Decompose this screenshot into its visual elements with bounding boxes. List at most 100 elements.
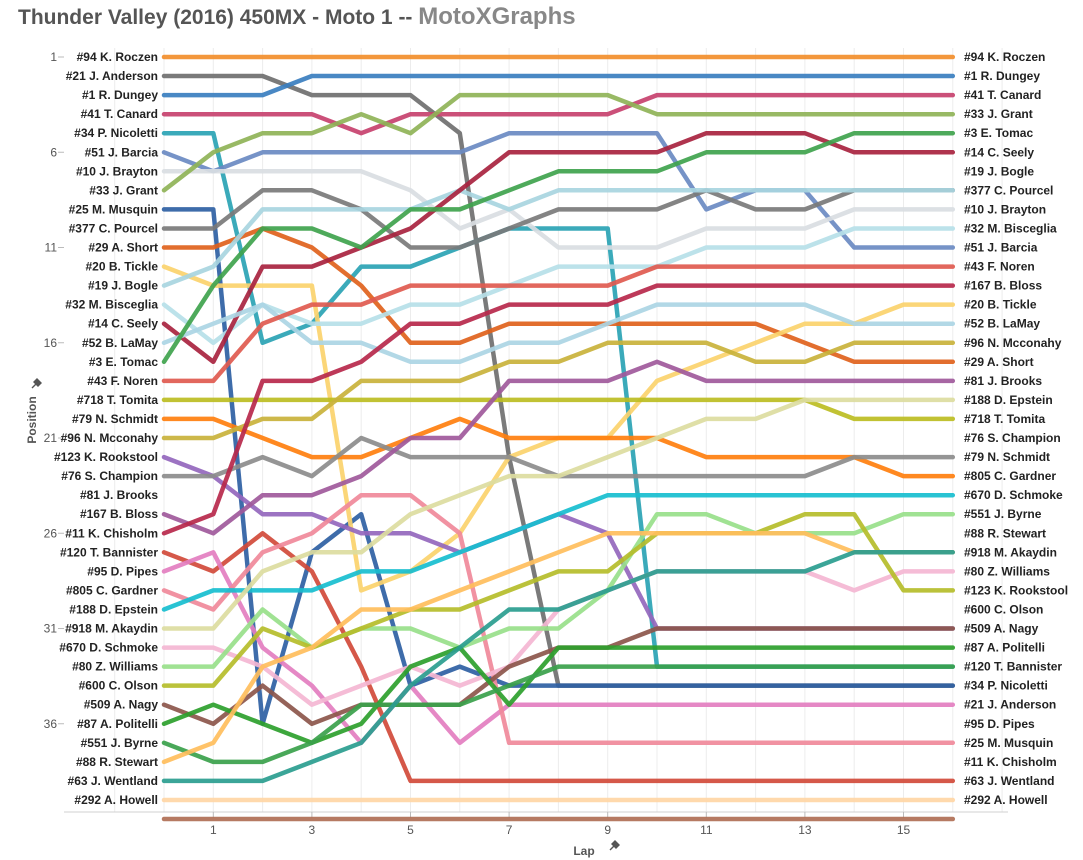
finish-label-3-e-tomac: #3 E. Tomac: [964, 126, 1033, 140]
line-718-t-tomita: [161, 397, 956, 422]
x-tick-label: 13: [798, 823, 812, 837]
line-41-t-canard: [161, 92, 956, 136]
x-tick-label: 9: [604, 823, 611, 837]
start-label-551-j-byrne: #551 J. Byrne: [81, 736, 159, 750]
finish-label-41-t-canard: #41 T. Canard: [964, 88, 1041, 102]
start-label-88-r-stewart: #88 R. Stewart: [76, 755, 158, 769]
start-label-96-n-mcconahy: #96 N. Mcconahy: [61, 431, 159, 445]
line-19-j-bogle: [161, 188, 956, 288]
start-label-19-j-bogle: #19 J. Bogle: [88, 279, 158, 293]
line-120-t-bannister: [161, 550, 956, 746]
finish-label-96-n-mcconahy: #96 N. Mcconahy: [964, 336, 1062, 350]
line-88-r-stewart: [161, 550, 956, 784]
line-33-j-grant: [161, 92, 956, 193]
start-label-188-d-epstein: #188 D. Epstein: [69, 602, 158, 616]
finish-label-43-f-noren: #43 F. Noren: [964, 260, 1035, 274]
x-pin-icon: [609, 840, 620, 851]
start-label-1-r-dungey: #1 R. Dungey: [82, 88, 158, 102]
finish-label-718-t-tomita: #718 T. Tomita: [964, 412, 1045, 426]
start-label-95-d-pipes: #95 D. Pipes: [87, 564, 158, 578]
line-81-j-brooks: [161, 359, 956, 536]
finish-label-52-b-lamay: #52 B. LaMay: [964, 317, 1040, 331]
y-tick-label: 6: [50, 145, 57, 159]
finish-label-805-c-gardner: #805 C. Gardner: [964, 469, 1056, 483]
start-label-918-m-akaydin: #918 M. Akaydin: [65, 622, 158, 636]
finish-label-63-j-wentland: #63 J. Wentland: [964, 774, 1054, 788]
y-tick-label: 16: [44, 336, 58, 350]
x-axis-ticks: 1 3 5 7 9 11 13 15: [210, 823, 911, 837]
rider-lines: [161, 54, 956, 822]
chart-title-main: Thunder Valley (2016) 450MX - Moto 1 --: [18, 6, 419, 29]
line-51-j-barcia: [161, 130, 956, 250]
finish-label-551-j-byrne: #551 J. Byrne: [964, 507, 1042, 521]
start-label-600-c-olson: #600 C. Olson: [79, 679, 158, 693]
line-32-m-bisceglia: [161, 226, 956, 346]
line-95-d-pipes: [161, 492, 956, 746]
finish-label-20-b-tickle: #20 B. Tickle: [964, 298, 1037, 312]
start-label-292-a-howell: #292 A. Howell: [74, 793, 158, 807]
line-377-c-pourcel: [161, 188, 956, 250]
finish-label-33-j-grant: #33 J. Grant: [964, 107, 1033, 121]
start-label-80-z-williams: #80 Z. Williams: [72, 660, 158, 674]
line-670-d-schmoke: [161, 511, 956, 669]
finish-label-94-k-roczen: #94 K. Roczen: [964, 50, 1045, 64]
finish-label-19-j-bogle: #19 J. Bogle: [964, 164, 1034, 178]
line-29-a-short: [161, 226, 956, 365]
start-label-94-k-roczen: #94 K. Roczen: [77, 50, 158, 64]
start-label-11-k-chisholm: #11 K. Chisholm: [65, 526, 158, 540]
start-label-33-j-grant: #33 J. Grant: [89, 183, 158, 197]
line-805-c-gardner: [161, 492, 956, 612]
start-label-76-s-champion: #76 S. Champion: [61, 469, 158, 483]
start-label-805-c-gardner: #805 C. Gardner: [66, 583, 158, 597]
finish-label-79-n-schmidt: #79 N. Schmidt: [964, 450, 1050, 464]
start-labels: #94 K. Roczen #21 J. Anderson #1 R. Dungey…: [54, 50, 158, 807]
x-tick-label: 15: [897, 823, 911, 837]
line-3-e-tomac: [161, 130, 956, 365]
start-label-81-j-brooks: #81 J. Brooks: [80, 488, 158, 502]
start-label-63-j-wentland: #63 J. Wentland: [68, 774, 158, 788]
y-pin-icon: [31, 378, 42, 389]
finish-label-32-m-bisceglia: #32 M. Bisceglia: [964, 221, 1057, 235]
finish-label-120-t-bannister: #120 T. Bannister: [964, 660, 1062, 674]
finish-label-25-m-musquin: #25 M. Musquin: [964, 736, 1053, 750]
start-label-29-a-short: #29 A. Short: [88, 241, 158, 255]
x-tick-label: 7: [506, 823, 513, 837]
start-label-14-c-seely: #14 C. Seely: [88, 317, 158, 331]
finish-label-123-k-rookstool: #123 K. Rookstool: [964, 583, 1068, 597]
line-188-d-epstein: [161, 397, 956, 631]
y-tick-label: 1: [50, 50, 57, 64]
start-label-20-b-tickle: #20 B. Tickle: [86, 260, 159, 274]
finish-label-167-b-bloss: #167 B. Bloss: [964, 279, 1042, 293]
start-label-41-t-canard: #41 T. Canard: [81, 107, 158, 121]
start-label-51-j-barcia: #51 J. Barcia: [85, 145, 159, 159]
finish-label-81-j-brooks: #81 J. Brooks: [964, 374, 1042, 388]
line-43-f-noren: [161, 264, 956, 384]
start-label-34-p-nicoletti: #34 P. Nicoletti: [74, 126, 158, 140]
finish-label-377-c-pourcel: #377 C. Pourcel: [964, 183, 1053, 197]
x-tick-label: 5: [407, 823, 414, 837]
finish-label-87-a-politelli: #87 A. Politelli: [964, 641, 1045, 655]
start-label-32-m-bisceglia: #32 M. Bisceglia: [65, 298, 158, 312]
line-25-m-musquin: [161, 207, 956, 727]
line-52-b-lamay: [161, 302, 956, 365]
start-label-123-k-rookstool: #123 K. Rookstool: [54, 450, 158, 464]
y-tick-label: 36: [44, 717, 58, 731]
finish-label-509-a-nagy: #509 A. Nagy: [964, 622, 1039, 636]
x-tick-label: 3: [309, 823, 316, 837]
line-1-r-dungey: [161, 73, 956, 98]
start-label-718-t-tomita: #718 T. Tomita: [77, 393, 158, 407]
chart-title: Thunder Valley (2016) 450MX - Moto 1 -- …: [18, 3, 576, 31]
finish-label-34-p-nicoletti: #34 P. Nicoletti: [964, 679, 1048, 693]
start-label-21-j-anderson: #21 J. Anderson: [66, 69, 158, 83]
y-axis-title: Position: [25, 396, 39, 443]
y-tick-label: 21: [44, 431, 58, 445]
y-tick-label: 31: [44, 622, 58, 636]
finish-label-188-d-epstein: #188 D. Epstein: [964, 393, 1053, 407]
start-label-509-a-nagy: #509 A. Nagy: [84, 698, 159, 712]
finish-label-600-c-olson: #600 C. Olson: [964, 602, 1043, 616]
x-tick-label: 11: [700, 823, 713, 837]
finish-label-80-z-williams: #80 Z. Williams: [964, 564, 1050, 578]
start-label-10-j-brayton: #10 J. Brayton: [76, 164, 158, 178]
finish-label-51-j-barcia: #51 J. Barcia: [964, 241, 1038, 255]
